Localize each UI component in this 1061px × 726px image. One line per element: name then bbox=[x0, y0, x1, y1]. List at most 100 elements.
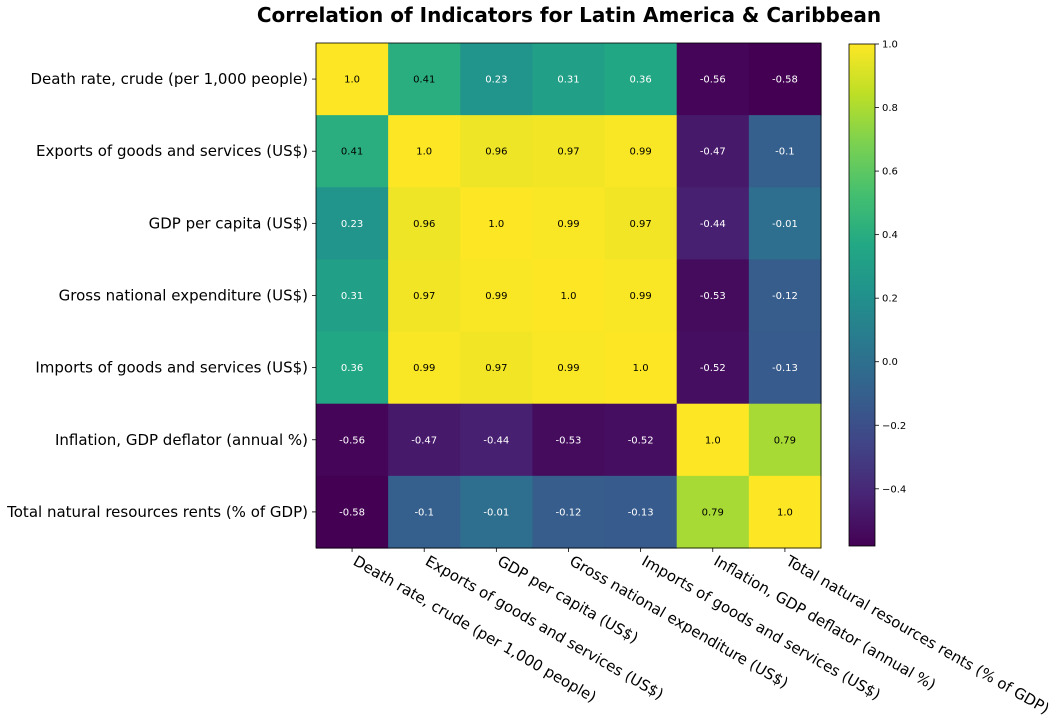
cell-value-label: -0.47 bbox=[411, 435, 437, 446]
cell-value-label: -0.44 bbox=[483, 435, 509, 446]
colorbar-tick-label: 0.0 bbox=[882, 357, 898, 368]
cell-value-label: 1.0 bbox=[633, 363, 649, 374]
heatmap-cell bbox=[388, 475, 461, 549]
heatmap-cell bbox=[316, 115, 389, 188]
cell-value-label: -0.13 bbox=[628, 507, 654, 518]
cell-value-labels: 1.0 0.41 0.23 0.31 0.36 -0.56 -0.58 0.41 1.0 0.96… bbox=[339, 75, 798, 519]
colorbar-tick-label: 0.8 bbox=[882, 103, 898, 114]
colorbar: 1.0 0.8 0.6 0.4 0.2 0.0 −0.2 −0.4 bbox=[848, 40, 906, 547]
heatmap-cell bbox=[388, 115, 461, 188]
cell-value-label: 0.36 bbox=[629, 75, 651, 86]
cell-value-label: -0.53 bbox=[556, 435, 582, 446]
heatmap-cell bbox=[676, 187, 750, 261]
row-label: Gross national expenditure (US$) bbox=[59, 286, 308, 304]
cell-value-label: 0.31 bbox=[341, 291, 363, 302]
cell-value-label: 0.97 bbox=[629, 219, 651, 230]
cell-value-label: -0.01 bbox=[483, 507, 509, 518]
heatmap-cell bbox=[604, 259, 678, 333]
heatmap-cell bbox=[316, 43, 389, 116]
heatmap-cell bbox=[460, 187, 534, 261]
row-label: Inflation, GDP deflator (annual %) bbox=[55, 431, 308, 449]
cell-value-label: -0.1 bbox=[414, 507, 434, 518]
heatmap-cell bbox=[604, 115, 678, 188]
cell-value-label: -0.12 bbox=[772, 291, 798, 302]
cell-value-label: -0.52 bbox=[700, 363, 726, 374]
cell-value-label: 1.0 bbox=[705, 435, 721, 446]
heatmap-cell bbox=[388, 187, 461, 261]
heatmap-cell bbox=[460, 331, 534, 405]
heatmap-cell bbox=[532, 475, 606, 549]
cell-value-label: 0.99 bbox=[629, 147, 651, 158]
cell-value-label: -0.47 bbox=[700, 147, 726, 158]
cell-value-label: 0.97 bbox=[485, 363, 507, 374]
cell-value-label: 1.0 bbox=[488, 219, 504, 230]
cell-value-label: -0.56 bbox=[700, 75, 726, 86]
heatmap-cell bbox=[388, 331, 461, 405]
cell-value-label: 0.97 bbox=[557, 147, 579, 158]
cell-value-label: 0.41 bbox=[413, 75, 435, 86]
heatmap-cell bbox=[748, 187, 822, 261]
heatmap-cell bbox=[604, 475, 678, 549]
cell-value-label: 0.79 bbox=[702, 507, 724, 518]
cell-value-label: 0.23 bbox=[341, 219, 363, 230]
cell-value-label: 1.0 bbox=[777, 507, 793, 518]
colorbar-frame bbox=[848, 43, 876, 547]
column-tick-labels: Death rate, crude (per 1,000 people)Expo… bbox=[350, 547, 1052, 718]
heatmap-cell bbox=[460, 43, 534, 116]
cell-value-label: 0.31 bbox=[557, 75, 579, 86]
heatmap-cell bbox=[748, 115, 822, 188]
colorbar-tick-label: −0.2 bbox=[882, 421, 906, 432]
cell-value-label: -0.53 bbox=[700, 291, 726, 302]
heatmap-cell bbox=[316, 331, 389, 405]
heatmap-cell bbox=[388, 43, 461, 116]
cell-value-label: 1.0 bbox=[416, 147, 432, 158]
cell-value-label: 0.36 bbox=[341, 363, 363, 374]
cell-value-label: 1.0 bbox=[561, 291, 577, 302]
cell-value-label: -0.01 bbox=[772, 219, 798, 230]
heatmap-cell bbox=[604, 43, 678, 116]
heatmap-cell bbox=[676, 43, 750, 116]
heatmap-cell bbox=[676, 475, 750, 549]
cell-value-label: 0.99 bbox=[413, 363, 435, 374]
row-label: GDP per capita (US$) bbox=[149, 214, 308, 232]
cell-value-label: -0.58 bbox=[772, 75, 798, 86]
heatmap-cells bbox=[316, 43, 822, 549]
cell-value-label: -0.13 bbox=[772, 363, 798, 374]
heatmap-cell bbox=[676, 331, 750, 405]
colorbar-ticks: 1.0 0.8 0.6 0.4 0.2 0.0 −0.2 −0.4 bbox=[875, 40, 906, 495]
column-label: Total natural resources rents (% of GDP) bbox=[782, 551, 1052, 718]
colorbar-tick-label: 0.6 bbox=[882, 167, 898, 178]
cell-value-label: 0.99 bbox=[629, 291, 651, 302]
heatmap-cell bbox=[748, 403, 822, 477]
heatmap-cell bbox=[532, 259, 606, 333]
row-label: Death rate, crude (per 1,000 people) bbox=[30, 70, 308, 88]
cell-value-label: 0.99 bbox=[485, 291, 507, 302]
cell-value-label: 0.99 bbox=[557, 363, 579, 374]
cell-value-label: 1.0 bbox=[344, 75, 360, 86]
row-label: Total natural resources rents (% of GDP) bbox=[6, 503, 308, 521]
cell-value-label: 0.96 bbox=[413, 219, 435, 230]
cell-value-label: 0.97 bbox=[413, 291, 435, 302]
heatmap-cell bbox=[532, 187, 606, 261]
heatmap-cell bbox=[676, 259, 750, 333]
heatmap-cell bbox=[388, 259, 461, 333]
heatmap-cell bbox=[604, 331, 678, 405]
heatmap-cell bbox=[316, 475, 389, 549]
cell-value-label: -0.12 bbox=[556, 507, 582, 518]
heatmap-cell bbox=[604, 187, 678, 261]
heatmap-cell bbox=[532, 331, 606, 405]
chart-title: Correlation of Indicators for Latin Amer… bbox=[257, 3, 881, 27]
cell-value-label: -0.58 bbox=[339, 507, 365, 518]
colorbar-tick-label: 0.4 bbox=[882, 230, 898, 241]
row-tick-labels: Death rate, crude (per 1,000 people) Expo… bbox=[6, 70, 316, 521]
row-label: Exports of goods and services (US$) bbox=[36, 142, 308, 160]
cell-value-label: 0.79 bbox=[774, 435, 796, 446]
heatmap-cell bbox=[532, 403, 606, 477]
colorbar-tick-label: 0.2 bbox=[882, 294, 898, 305]
heatmap-cell bbox=[532, 115, 606, 188]
cell-value-label: -0.56 bbox=[339, 435, 365, 446]
cell-value-label: 0.96 bbox=[485, 147, 507, 158]
heatmap-cell bbox=[388, 403, 461, 477]
heatmap-cell bbox=[460, 475, 534, 549]
